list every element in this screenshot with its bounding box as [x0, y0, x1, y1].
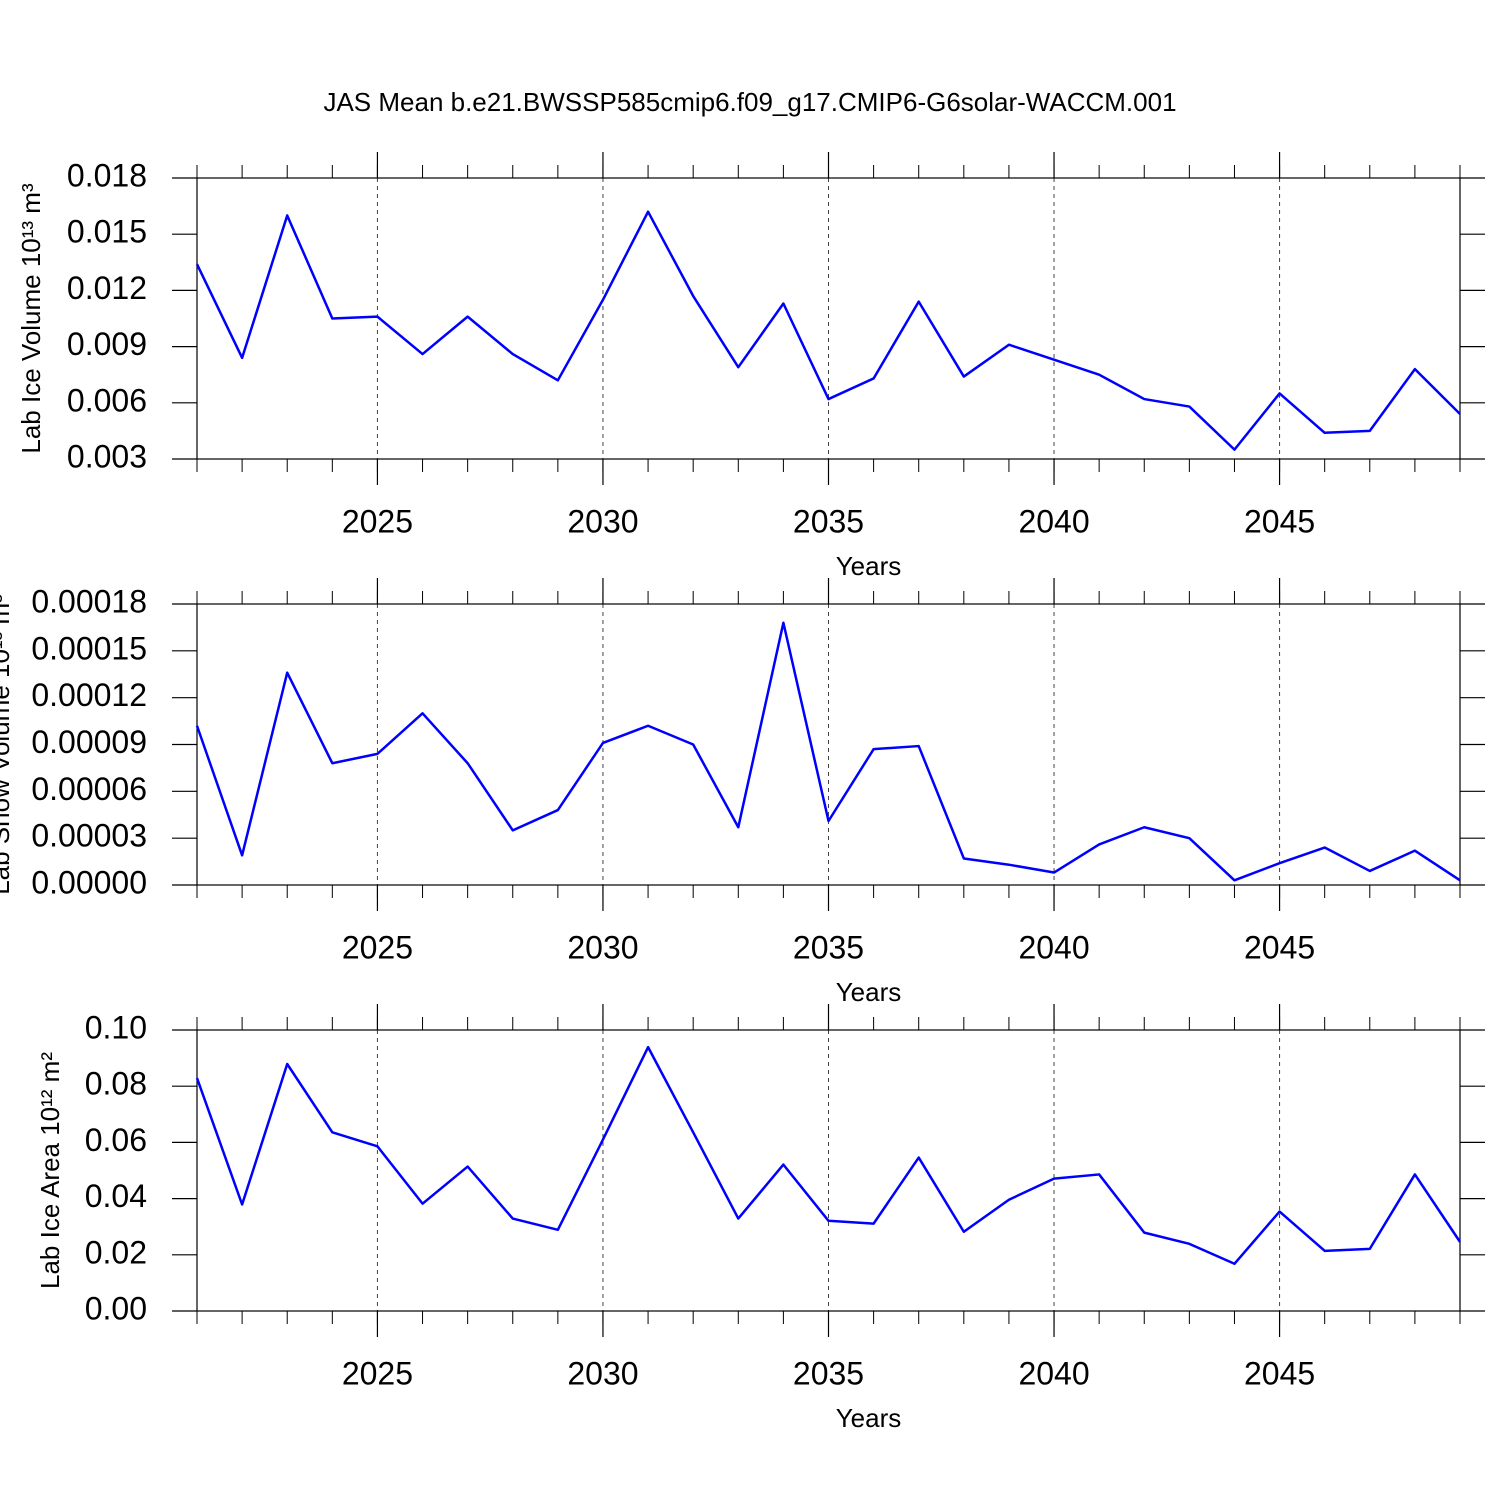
- y-tick-label: 0.012: [67, 270, 147, 306]
- y-tick-label: 0.00012: [31, 677, 147, 713]
- x-tick-label: 2030: [567, 1355, 638, 1391]
- y-tick-label: 0.08: [85, 1066, 147, 1102]
- y-tick-label: 0.10: [85, 1009, 147, 1045]
- y-tick-label: 0.00018: [31, 583, 147, 619]
- x-tick-label: 2030: [567, 929, 638, 965]
- x-axis-label: Years: [836, 1403, 902, 1433]
- y-tick-label: 0.00015: [31, 630, 147, 666]
- x-tick-label: 2030: [567, 503, 638, 539]
- data-line: [195, 210, 1461, 451]
- x-tick-label: 2040: [1018, 503, 1089, 539]
- y-tick-label: 0.018: [67, 157, 147, 193]
- y-tick-label: 0.00: [85, 1290, 147, 1326]
- y-axis-label: Lab Snow Volume 10¹³ m³: [0, 594, 15, 895]
- data-line: [195, 621, 1461, 882]
- y-axis-label: Lab Ice Area 10¹² m²: [35, 1052, 65, 1289]
- chart-title: JAS Mean b.e21.BWSSP585cmip6.f09_g17.CMI…: [323, 87, 1176, 117]
- x-tick-label: 2040: [1018, 1355, 1089, 1391]
- plot-frame: [196, 603, 1461, 886]
- data-line: [195, 1045, 1462, 1266]
- y-tick-label: 0.00006: [31, 771, 147, 807]
- y-tick-label: 0.009: [67, 326, 147, 362]
- x-tick-label: 2025: [342, 929, 413, 965]
- y-tick-label: 0.015: [67, 214, 147, 250]
- y-tick-label: 0.00003: [31, 818, 147, 854]
- x-tick-label: 2040: [1018, 929, 1089, 965]
- y-tick-label: 0.04: [85, 1178, 147, 1214]
- x-tick-label: 2025: [342, 1355, 413, 1391]
- x-tick-label: 2035: [793, 503, 864, 539]
- x-tick-label: 2045: [1244, 929, 1315, 965]
- x-axis-label: Years: [836, 551, 902, 581]
- plot-frame: [196, 1029, 1461, 1312]
- y-tick-label: 0.003: [67, 438, 147, 474]
- x-tick-label: 2045: [1244, 1355, 1315, 1391]
- plot-frame: [196, 177, 1461, 460]
- y-tick-label: 0.006: [67, 382, 147, 418]
- y-tick-label: 0.00009: [31, 724, 147, 760]
- y-axis-label: Lab Ice Volume 10¹³ m³: [16, 183, 46, 454]
- y-tick-label: 0.00000: [31, 864, 147, 900]
- x-tick-label: 2035: [793, 1355, 864, 1391]
- x-tick-label: 2045: [1244, 503, 1315, 539]
- x-tick-label: 2025: [342, 503, 413, 539]
- y-tick-label: 0.06: [85, 1122, 147, 1158]
- x-axis-label: Years: [836, 977, 902, 1007]
- x-tick-label: 2035: [793, 929, 864, 965]
- y-tick-label: 0.02: [85, 1234, 147, 1270]
